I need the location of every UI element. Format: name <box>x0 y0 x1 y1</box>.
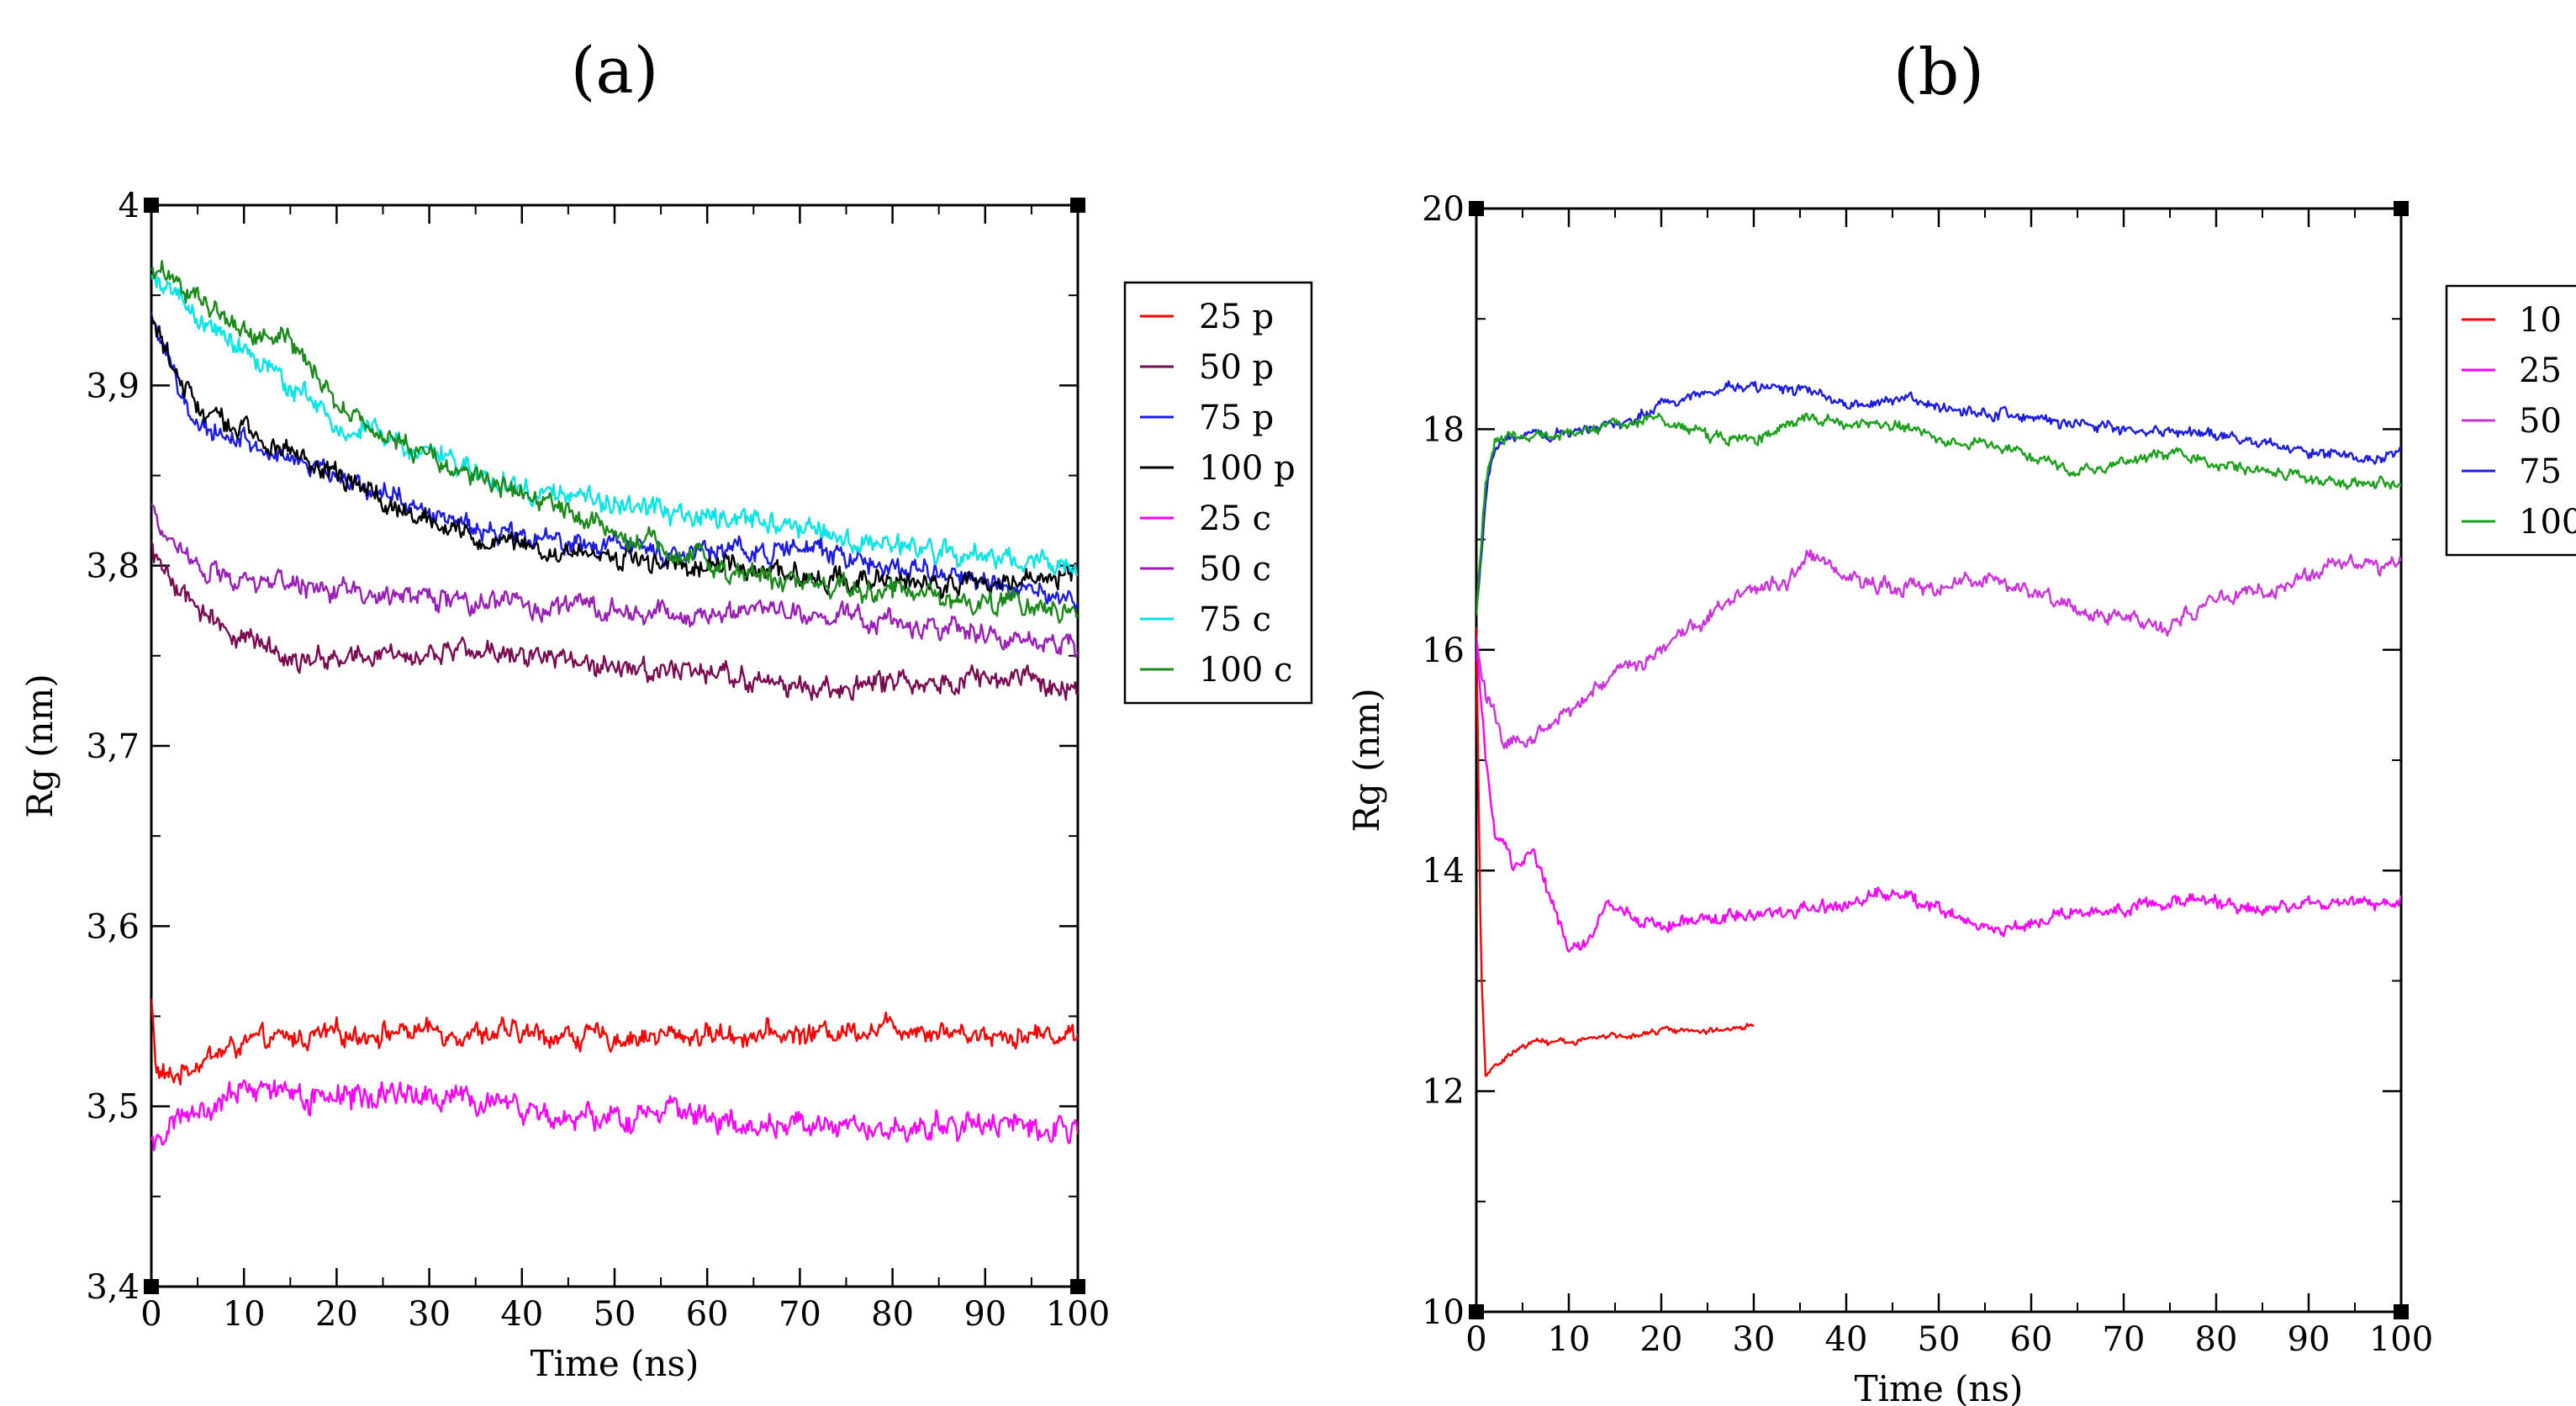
x-tick-label: 90 <box>963 1295 1006 1334</box>
series-line-100-c <box>151 260 1078 624</box>
y-tick-label: 3,8 <box>86 547 140 586</box>
chart-panel-a: (a) 0 10 20 30 40 50 60 70 80 90 100 3,4 3,5 3,6 3,7 3,8… <box>19 33 1313 1384</box>
x-tick-label: 90 <box>2288 1320 2331 1359</box>
legend-label: 100 p <box>1199 449 1296 488</box>
series-line-100-p <box>151 315 1078 600</box>
panel-label: (a) <box>571 33 659 108</box>
y-tick-label: 3,9 <box>86 367 140 405</box>
x-tick-label: 20 <box>1640 1320 1683 1359</box>
legend-label: 50 <box>2519 402 2562 441</box>
x-tick-label: 0 <box>1465 1320 1486 1359</box>
legend-label: 75 c <box>1199 600 1271 639</box>
y-tick-label: 20 <box>1422 190 1465 229</box>
series-line-25-c <box>151 1079 1078 1152</box>
legend-label: 50 c <box>1199 550 1271 589</box>
x-tick-label: 10 <box>223 1295 266 1334</box>
y-tick-label: 10 <box>1422 1293 1465 1332</box>
x-tick-label: 60 <box>686 1295 729 1334</box>
series-line-75-p <box>151 312 1078 612</box>
y-tick-label: 12 <box>1422 1073 1465 1112</box>
legend-label: 50 p <box>1199 348 1274 387</box>
x-tick-label: 50 <box>594 1295 636 1334</box>
legend-label: 100 c <box>1199 651 1292 690</box>
series-line-25 <box>1476 645 2401 953</box>
legend-label: 25 p <box>1199 298 1274 336</box>
legend-label: 25 c <box>1199 500 1271 538</box>
chart-panel-b: (b)0 10 20 30 40 50 60 70 80 90 100101214161820Tim… <box>1346 34 2576 1406</box>
y-tick-label: 3,4 <box>86 1268 140 1307</box>
legend-label: 75 <box>2519 452 2562 491</box>
series-line-50-p <box>151 542 1078 701</box>
legend-label: 100 <box>2519 503 2576 542</box>
x-tick-label: 70 <box>779 1295 821 1334</box>
y-axis-label: Rg (nm) <box>1346 688 1387 832</box>
x-tick-label: 50 <box>1918 1320 1961 1359</box>
x-tick-label: 70 <box>2103 1320 2146 1359</box>
legend-label: 25 <box>2519 352 2562 390</box>
y-tick-label: 3,6 <box>86 907 140 946</box>
plot-frame <box>1475 207 2403 1314</box>
x-axis-label: Time (ns) <box>1855 1368 2024 1406</box>
legend-label: 10 <box>2519 301 2562 340</box>
x-tick-label: 30 <box>408 1295 451 1334</box>
x-tick-label: 30 <box>1733 1320 1776 1359</box>
x-tick-label: 10 <box>1548 1320 1591 1359</box>
x-tick-label: 40 <box>500 1295 543 1334</box>
x-tick-label: 80 <box>2195 1320 2238 1359</box>
x-tick-label: 40 <box>1825 1320 1868 1359</box>
y-tick-label: 16 <box>1422 632 1465 670</box>
legend-box <box>1123 281 1313 705</box>
y-axis-label: Rg (nm) <box>19 674 61 818</box>
x-tick-label: 60 <box>2010 1320 2053 1359</box>
y-tick-label: 3,5 <box>86 1088 140 1127</box>
series-line-50 <box>1476 549 2401 749</box>
series-line-75 <box>1476 380 2401 613</box>
y-tick-label: 3,7 <box>86 727 140 766</box>
y-tick-label: 18 <box>1422 410 1465 449</box>
legend-label: 75 p <box>1199 399 1274 437</box>
x-axis-label: Time (ns) <box>531 1343 699 1384</box>
x-tick-label: 20 <box>315 1295 358 1334</box>
series-line-25-p <box>151 998 1078 1086</box>
x-tick-label: 0 <box>140 1295 161 1334</box>
y-tick-label: 4 <box>119 187 140 225</box>
x-tick-label: 80 <box>871 1295 914 1334</box>
series-line-75-c <box>151 271 1078 577</box>
x-tick-label: 100 <box>1046 1295 1110 1334</box>
y-tick-label: 14 <box>1422 852 1465 891</box>
series-line-50-c <box>151 503 1078 658</box>
series-line-100 <box>1476 412 2401 616</box>
series-line-10 <box>1476 627 1755 1077</box>
x-tick-label: 100 <box>2369 1320 2433 1359</box>
panel-label: (b) <box>1893 34 1984 109</box>
